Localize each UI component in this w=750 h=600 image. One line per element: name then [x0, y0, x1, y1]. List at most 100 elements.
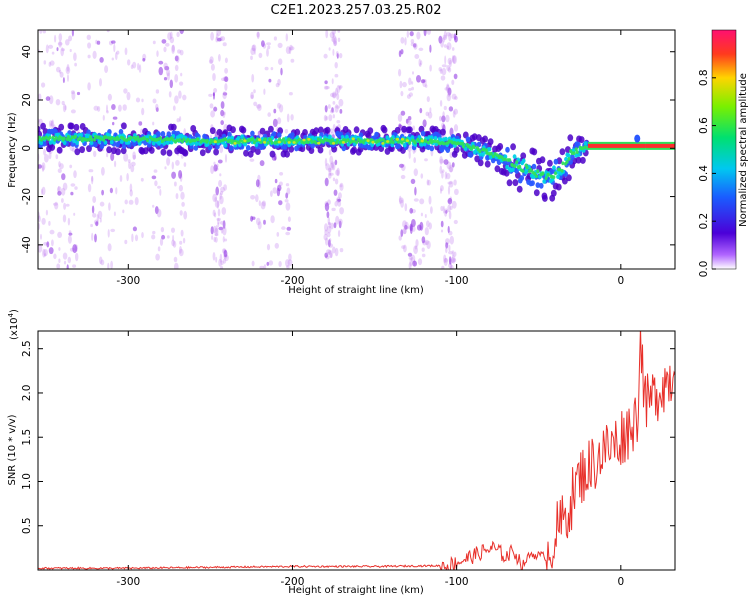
spectrogram-noise-point: [453, 251, 457, 257]
spectrogram-ridge-point: [336, 138, 339, 142]
spectrogram-noise-point: [332, 35, 337, 44]
spectrogram-noise-point: [443, 159, 449, 165]
spectrogram-noise-point: [220, 226, 224, 234]
spectrogram-noise-point: [447, 87, 452, 96]
spectrogram-noise-point: [107, 229, 110, 238]
spectrogram-ridge-point: [374, 131, 379, 138]
spectrogram-ridge-point: [495, 153, 499, 158]
spectrogram-noise-point: [250, 215, 254, 222]
spectrogram-noise-point: [336, 85, 341, 94]
spectrogram-noise-point: [325, 30, 329, 39]
spectrogram-ridge-point: [38, 135, 41, 140]
spectrogram-noise-point: [179, 210, 183, 216]
spectrogram-noise-point: [176, 31, 180, 38]
spectrogram-ridge-point: [44, 135, 48, 140]
spectrogram-ridge-point: [268, 125, 274, 133]
spectrogram-noise-point: [335, 169, 340, 176]
spectrogram-noise-point: [334, 178, 339, 185]
spectrogram-ridge-point: [182, 149, 189, 157]
spectrogram-noise-point: [116, 50, 120, 55]
spectrogram-ridge-point: [171, 138, 175, 142]
spectrogram-noise-point: [126, 91, 131, 101]
spectrogram-ridge-point: [559, 148, 566, 156]
spectrogram-noise-point: [426, 179, 429, 186]
spectrogram-noise-point: [453, 219, 458, 225]
spectrogram-ridge-point: [145, 138, 149, 143]
x-tick-label: -100: [445, 576, 469, 588]
spectrogram-noise-point: [331, 30, 336, 36]
spectrogram-ridge-point: [503, 169, 510, 177]
spectrogram-ridge-point: [263, 141, 267, 144]
spectrogram-noise-point: [266, 261, 270, 266]
spectrogram-noise-point: [164, 166, 167, 170]
snr-marks: [38, 331, 675, 570]
spectrogram-noise-point: [258, 200, 261, 207]
spectrogram-noise-point: [224, 76, 229, 83]
spectrogram-ridge-point: [277, 140, 281, 144]
spectrogram-noise-point: [222, 92, 228, 96]
spectrogram-ridge-point: [572, 151, 576, 156]
spectrogram-noise-point: [338, 192, 342, 200]
spectrogram-noise-point: [400, 90, 404, 97]
spectrogram-noise-point: [222, 111, 226, 118]
spectrogram-ridge-point: [93, 137, 96, 142]
spectrogram-noise-point: [212, 251, 216, 261]
spectrogram-ridge-point: [341, 141, 345, 144]
spectrogram-noise-point: [451, 162, 455, 168]
spectrogram-noise-point: [259, 160, 265, 167]
spectrogram-ridge-point: [508, 158, 512, 162]
spectrogram-noise-point: [328, 172, 332, 179]
spectrogram-noise-point: [138, 64, 142, 73]
spectrogram-ridge-point: [58, 123, 65, 131]
spectrogram-noise-point: [409, 207, 414, 214]
spectrogram-ridge-point: [553, 158, 559, 165]
spectrogram-ridge-point: [152, 134, 157, 139]
spectrogram-noise-point: [94, 233, 97, 243]
spectrogram-noise-point: [422, 119, 427, 127]
spectrogram-noise-point: [46, 241, 50, 248]
spectrogram-noise-point: [444, 258, 448, 263]
spectrogram-noise-point: [450, 265, 454, 269]
spectrogram-noise-point: [156, 208, 162, 218]
y-tick-label: -40: [21, 236, 33, 253]
spectrogram-noise-point: [158, 60, 164, 65]
spectrogram-ridge-point: [269, 150, 276, 158]
spectrogram-noise-point: [249, 158, 255, 162]
spectrogram-noise-point: [179, 81, 184, 86]
spectrogram-ridge-point: [484, 160, 491, 168]
spectrogram-noise-point: [179, 240, 183, 245]
spectrogram-ridge-point: [381, 142, 385, 145]
spectrogram-noise-point: [61, 198, 64, 203]
spectrogram-noise-point: [334, 73, 339, 78]
spectrogram-noise-point: [410, 178, 416, 184]
spectrogram-ridge-point: [118, 128, 124, 135]
spectrogram-noise-point: [325, 237, 329, 246]
spectrogram-noise-point: [258, 52, 263, 59]
spectrogram-noise-point: [331, 91, 337, 99]
spectrogram-noise-point: [88, 169, 94, 173]
spectrogram-noise-point: [163, 46, 167, 53]
spectrogram-noise-point: [323, 114, 327, 122]
spectrogram-noise-point: [101, 166, 105, 176]
spectrogram-ridge-point: [330, 138, 334, 143]
spectrogram-noise-point: [339, 109, 343, 114]
x-tick-label: 0: [617, 576, 624, 588]
spectrogram-noise-point: [445, 114, 450, 123]
spectrogram-ridge-point: [489, 151, 493, 156]
spectrogram-noise-point: [444, 87, 449, 91]
spectrogram-ridge-point: [240, 126, 247, 134]
spectrogram-noise-point: [99, 57, 104, 63]
spectrogram-noise-point: [176, 118, 180, 123]
spectrogram-noise-point: [324, 223, 328, 232]
spectrogram-ridge-point: [542, 194, 548, 202]
spectrogram-noise-point: [122, 104, 127, 111]
spectrogram-noise-point: [60, 47, 64, 57]
spectrogram-noise-point: [106, 110, 109, 114]
spectrogram-noise-point: [327, 216, 330, 225]
spectrogram-ridge-point: [102, 138, 106, 142]
spectrogram-noise-point: [285, 202, 291, 211]
spectrogram-noise-point: [111, 104, 116, 110]
spectrogram-noise-point: [49, 123, 53, 128]
spectrogram-noise-point: [73, 212, 76, 216]
spectrogram-ridge-point: [243, 139, 247, 143]
